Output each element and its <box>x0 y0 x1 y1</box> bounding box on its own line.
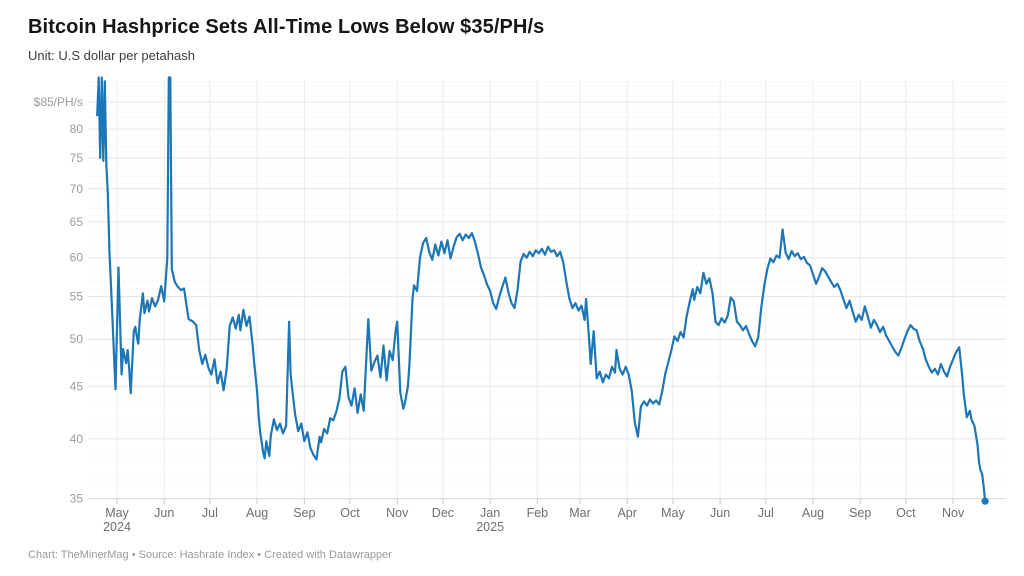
x-axis-label: Mar <box>569 506 591 520</box>
x-axis-label: Jun <box>710 506 730 520</box>
x-axis-label: Nov <box>386 506 409 520</box>
y-axis-label: 45 <box>70 379 84 393</box>
x-axis-label: Aug <box>246 506 268 520</box>
x-axis-label: Jun <box>154 506 174 520</box>
y-axis-label: $85/PH/s <box>34 95 83 109</box>
series-end-dot <box>981 497 989 505</box>
x-axis-label: Apr <box>617 506 636 520</box>
x-axis-label: Jul <box>758 506 774 520</box>
y-axis-label: 80 <box>70 122 84 136</box>
y-axis-label: 55 <box>70 290 84 304</box>
x-axis-year-label: 2024 <box>103 520 131 534</box>
x-axis-label: Sep <box>293 506 315 520</box>
chart-title: Bitcoin Hashprice Sets All-Time Lows Bel… <box>28 16 545 38</box>
x-axis-label: Dec <box>432 506 454 520</box>
y-axis-label: 40 <box>70 432 84 446</box>
x-axis-label: Aug <box>802 506 824 520</box>
x-axis-label: Feb <box>527 506 549 520</box>
x-axis-label: Oct <box>896 506 916 520</box>
x-axis-label: Sep <box>849 506 871 520</box>
x-axis-label: Jan <box>480 506 500 520</box>
x-axis-label: May <box>661 506 685 520</box>
y-axis-label: 75 <box>70 151 84 165</box>
y-axis-label: 70 <box>70 182 84 196</box>
x-axis-label: Nov <box>942 506 965 520</box>
x-axis-label: Jul <box>202 506 218 520</box>
hashprice-series-line <box>96 76 987 503</box>
chart-attribution: Chart: TheMinerMag • Source: Hashrate In… <box>28 549 392 561</box>
y-axis-label: 60 <box>70 251 84 265</box>
y-axis-label: 35 <box>70 492 84 506</box>
x-axis-label: May <box>105 506 129 520</box>
y-axis-label: 65 <box>70 215 84 229</box>
y-axis-label: 50 <box>70 332 84 346</box>
x-axis-label: Oct <box>340 506 360 520</box>
x-axis-year-label: 2025 <box>476 520 504 534</box>
chart-subtitle: Unit: U.S dollar per petahash <box>28 48 195 63</box>
